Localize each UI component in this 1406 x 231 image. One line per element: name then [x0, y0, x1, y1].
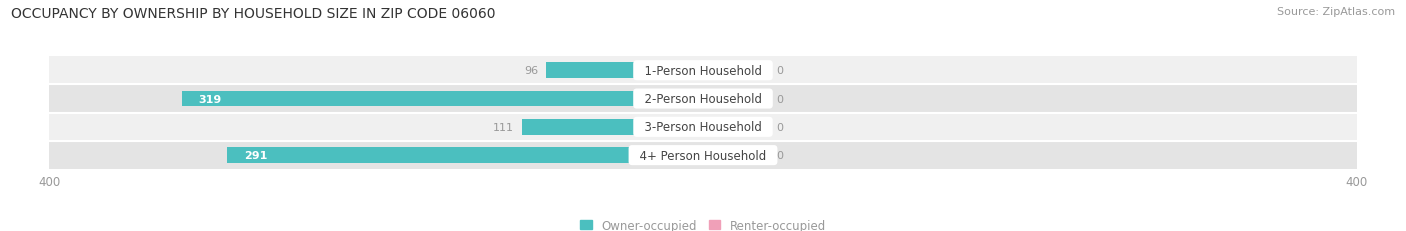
- Bar: [703, 63, 768, 79]
- Bar: [546, 63, 703, 79]
- Bar: [181, 91, 703, 107]
- Bar: [522, 119, 703, 135]
- Text: 319: 319: [198, 94, 221, 104]
- Legend: Owner-occupied, Renter-occupied: Owner-occupied, Renter-occupied: [575, 214, 831, 231]
- Bar: [49, 85, 1357, 113]
- Text: Source: ZipAtlas.com: Source: ZipAtlas.com: [1277, 7, 1395, 17]
- Text: 291: 291: [243, 150, 267, 160]
- Text: 0: 0: [776, 150, 783, 160]
- Text: 2-Person Household: 2-Person Household: [637, 93, 769, 106]
- Text: OCCUPANCY BY OWNERSHIP BY HOUSEHOLD SIZE IN ZIP CODE 06060: OCCUPANCY BY OWNERSHIP BY HOUSEHOLD SIZE…: [11, 7, 496, 21]
- Bar: [49, 141, 1357, 170]
- Text: 0: 0: [776, 94, 783, 104]
- Text: 111: 111: [492, 122, 513, 132]
- Text: 96: 96: [524, 66, 538, 76]
- Bar: [703, 119, 768, 135]
- Text: 0: 0: [776, 66, 783, 76]
- Text: 1-Person Household: 1-Person Household: [637, 64, 769, 77]
- Text: 4+ Person Household: 4+ Person Household: [633, 149, 773, 162]
- Bar: [703, 148, 768, 163]
- Bar: [49, 57, 1357, 85]
- Text: 0: 0: [776, 122, 783, 132]
- Text: 3-Person Household: 3-Person Household: [637, 121, 769, 134]
- Bar: [49, 113, 1357, 141]
- Bar: [703, 91, 768, 107]
- Bar: [228, 148, 703, 163]
